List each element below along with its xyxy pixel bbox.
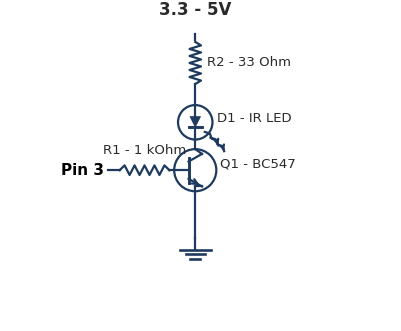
Text: 3.3 - 5V: 3.3 - 5V — [159, 1, 231, 19]
Text: Q1 - BC547: Q1 - BC547 — [220, 158, 295, 171]
Text: R1 - 1 kOhm: R1 - 1 kOhm — [103, 144, 186, 157]
Polygon shape — [190, 117, 200, 127]
Text: Pin 3: Pin 3 — [61, 163, 104, 178]
Text: D1 - IR LED: D1 - IR LED — [217, 112, 291, 125]
Text: R2 - 33 Ohm: R2 - 33 Ohm — [206, 57, 290, 70]
